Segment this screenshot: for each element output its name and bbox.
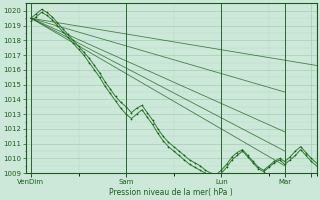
X-axis label: Pression niveau de la mer( hPa ): Pression niveau de la mer( hPa ) (109, 188, 233, 197)
